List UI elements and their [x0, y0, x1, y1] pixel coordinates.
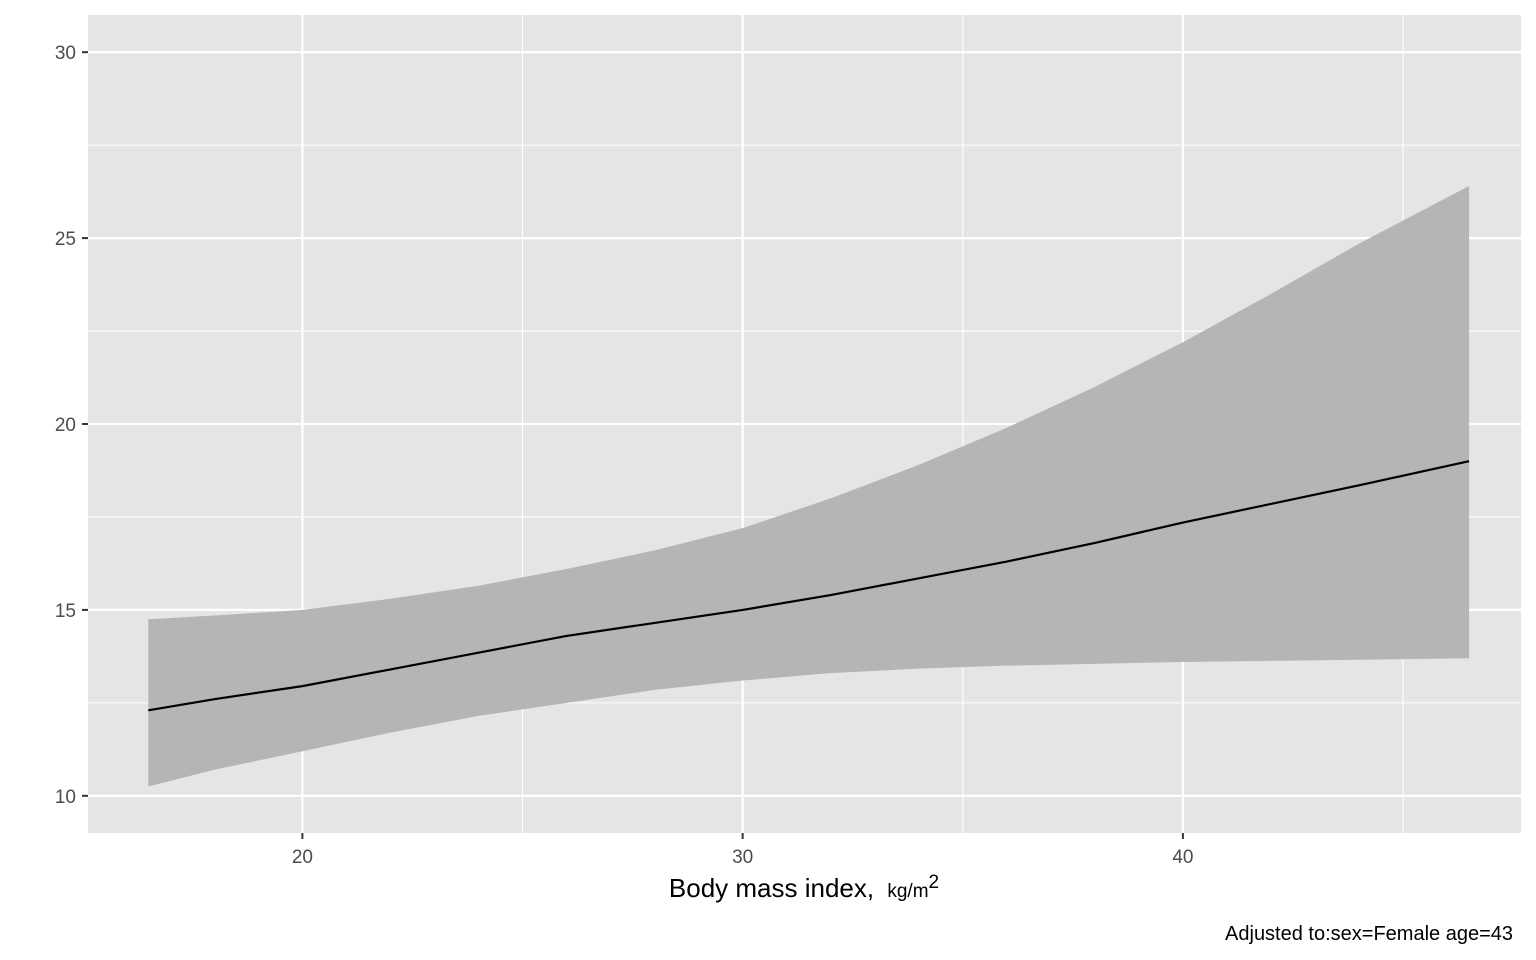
x-axis-title-unit-sup: 2: [929, 872, 940, 893]
x-axis: 20 30 40: [292, 833, 1193, 868]
y-tick-label: 25: [55, 229, 76, 250]
y-tick-label: 20: [55, 415, 76, 436]
confidence-ribbon: [148, 186, 1470, 787]
y-axis: 10 15 20 25 30: [55, 43, 88, 808]
x-axis-title-unit: kg/m: [887, 881, 928, 902]
x-axis-title-main: Body mass index,: [669, 873, 874, 903]
x-axis-title: Body mass index, kg/m2: [669, 872, 939, 903]
x-tick-label: 30: [732, 847, 753, 868]
y-tick-label: 10: [55, 787, 76, 808]
y-tick-label: 15: [55, 601, 76, 622]
x-tick-label: 40: [1172, 847, 1193, 868]
caption: Adjusted to:sex=Female age=43: [1225, 923, 1513, 945]
fitted-line: [148, 460, 1470, 712]
x-tick-label: 20: [292, 847, 313, 868]
y-tick-label: 30: [55, 43, 76, 64]
